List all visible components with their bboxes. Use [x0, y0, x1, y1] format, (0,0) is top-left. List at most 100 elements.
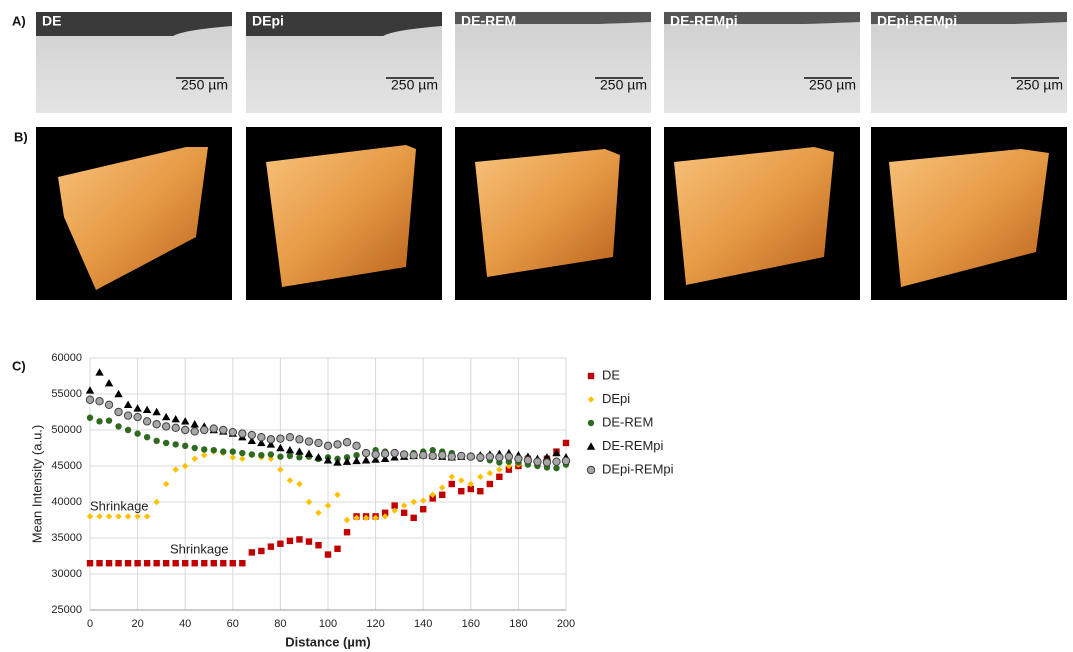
- panel-label: B): [14, 129, 28, 144]
- data-point: [220, 560, 226, 566]
- data-point: [381, 450, 388, 457]
- y-tick-label: 40000: [51, 496, 82, 508]
- data-point: [115, 513, 121, 519]
- data-point: [220, 426, 227, 433]
- data-point: [125, 427, 131, 433]
- data-point: [239, 560, 245, 566]
- scale-label: 250 µm: [1016, 77, 1063, 93]
- data-point: [268, 451, 274, 457]
- annotation: Shrinkage: [90, 498, 149, 513]
- data-point: [249, 549, 255, 555]
- x-tick-label: 40: [179, 618, 191, 630]
- data-point: [286, 434, 293, 441]
- scale-label: 250 µm: [391, 77, 438, 93]
- data-point: [305, 438, 312, 445]
- data-point: [562, 457, 569, 464]
- data-point: [477, 454, 484, 461]
- data-point: [162, 413, 170, 420]
- data-point: [182, 463, 188, 469]
- data-point: [258, 452, 264, 458]
- data-point: [277, 466, 283, 472]
- data-point: [172, 441, 178, 447]
- data-point: [162, 423, 169, 430]
- legend-label: DEpi-REMpi: [602, 461, 674, 476]
- data-point: [315, 542, 321, 548]
- scale-label: 250 µm: [809, 77, 856, 93]
- data-point: [229, 428, 236, 435]
- data-point: [163, 481, 169, 487]
- data-point: [124, 401, 132, 408]
- y-tick-label: 55000: [51, 388, 82, 400]
- data-point: [134, 560, 140, 566]
- data-point: [182, 426, 189, 433]
- y-tick-label: 35000: [51, 532, 82, 544]
- data-point: [143, 406, 151, 413]
- x-tick-label: 160: [462, 618, 480, 630]
- data-point: [153, 438, 159, 444]
- y-tick-label: 50000: [51, 424, 82, 436]
- data-point: [296, 481, 302, 487]
- data-point: [401, 502, 407, 508]
- data-point: [239, 456, 245, 462]
- legend-marker: [587, 466, 594, 473]
- panel-label: C): [12, 358, 26, 373]
- data-point: [152, 408, 160, 415]
- figure: A) B) C) DE250 µmDEpi250 µmDE-REM250 µmD…: [0, 0, 1073, 652]
- data-point: [192, 560, 198, 566]
- data-point: [287, 477, 293, 483]
- data-point: [543, 459, 550, 466]
- x-tick-label: 0: [87, 618, 93, 630]
- data-point: [96, 398, 103, 405]
- data-point: [96, 513, 102, 519]
- data-point: [249, 451, 255, 457]
- data-point: [429, 452, 436, 459]
- data-point: [314, 453, 322, 460]
- data-point: [334, 492, 340, 498]
- x-tick-label: 60: [227, 618, 239, 630]
- data-point: [334, 441, 341, 448]
- data-point: [86, 386, 94, 393]
- data-point: [563, 440, 569, 446]
- data-point: [458, 452, 465, 459]
- data-point: [211, 447, 217, 453]
- data-point: [210, 425, 217, 432]
- y-tick-label: 45000: [51, 460, 82, 472]
- data-point: [134, 413, 141, 420]
- data-point: [553, 458, 560, 465]
- data-point: [134, 513, 140, 519]
- data-point: [96, 560, 102, 566]
- chart: 2500030000350004000045000500005500060000…: [29, 352, 673, 650]
- data-point: [192, 456, 198, 462]
- data-point: [230, 454, 236, 460]
- data-point: [458, 477, 464, 483]
- data-point: [334, 546, 340, 552]
- data-point: [153, 499, 159, 505]
- data-point: [248, 431, 255, 438]
- data-point: [296, 454, 302, 460]
- data-point: [191, 428, 198, 435]
- legend-label: DEpi: [602, 391, 630, 406]
- x-tick-label: 100: [319, 618, 337, 630]
- data-point: [362, 449, 369, 456]
- data-point: [115, 560, 121, 566]
- y-tick-label: 25000: [51, 604, 82, 616]
- legend-marker: [588, 396, 594, 402]
- data-point: [106, 417, 112, 423]
- data-point: [410, 452, 417, 459]
- data-point: [410, 515, 416, 521]
- data-point: [115, 423, 121, 429]
- data-point: [439, 492, 445, 498]
- data-point: [276, 444, 284, 451]
- data-point: [143, 418, 150, 425]
- data-point: [315, 439, 322, 446]
- data-point: [230, 560, 236, 566]
- data-point: [344, 517, 350, 523]
- data-point: [420, 497, 426, 503]
- x-tick-label: 120: [366, 618, 384, 630]
- data-point: [134, 430, 140, 436]
- data-point: [448, 453, 455, 460]
- data-point: [401, 510, 407, 516]
- y-tick-label: 60000: [51, 352, 82, 364]
- data-point: [372, 451, 379, 458]
- y-axis-label: Mean Intensity (a.u.): [29, 425, 44, 544]
